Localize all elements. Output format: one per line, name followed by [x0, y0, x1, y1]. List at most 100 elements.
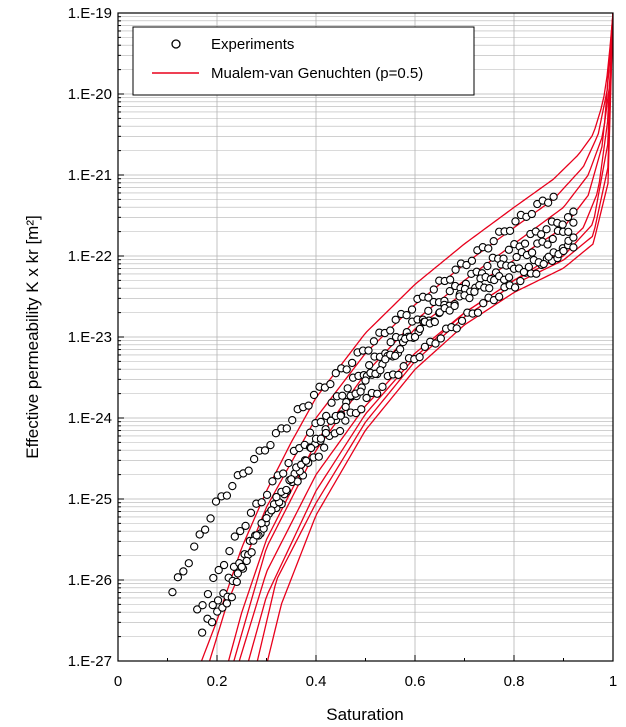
experiment-point	[282, 485, 291, 495]
experiment-point	[327, 398, 336, 407]
experiment-point	[195, 530, 204, 539]
experiment-point	[173, 573, 183, 582]
experiment-point	[543, 240, 552, 249]
experiment-point	[362, 393, 371, 403]
experiment-point	[343, 384, 352, 393]
experiment-point	[326, 379, 335, 389]
experiment-point	[168, 588, 177, 597]
experiment-point	[452, 324, 461, 333]
experiment-point	[504, 245, 514, 254]
experiment-point	[309, 390, 319, 400]
experiment-point	[424, 293, 433, 302]
model-curves	[200, 13, 613, 661]
model-curve	[256, 13, 613, 661]
y-tick-label: 1.E-20	[68, 86, 112, 103]
experiment-point	[319, 443, 329, 452]
experiment-point	[527, 248, 537, 257]
experiment-point	[266, 440, 275, 450]
experiment-point	[373, 389, 382, 398]
experiment-point	[532, 269, 541, 278]
y-axis-title: Effective permeability K x kr [m²]	[23, 215, 42, 458]
legend-marker-experiments	[171, 39, 181, 49]
experiment-point	[306, 443, 316, 453]
experiment-point	[386, 326, 395, 335]
experiment-point	[179, 567, 188, 576]
experiment-point	[407, 305, 417, 314]
experiment-point	[314, 452, 323, 461]
experiment-point	[331, 369, 340, 378]
experiment-point	[462, 260, 471, 270]
y-tick-label: 1.E-23	[68, 329, 112, 346]
grid-lines	[118, 13, 613, 661]
experiment-point	[378, 382, 387, 391]
experiment-point	[395, 345, 405, 354]
y-tick-label: 1.E-22	[68, 248, 112, 265]
experiment-point	[246, 508, 256, 517]
axis-ticks	[117, 12, 614, 662]
experiment-point	[257, 498, 266, 507]
experiment-point	[361, 376, 370, 385]
experiment-point	[304, 401, 313, 410]
experiment-point	[365, 361, 374, 370]
experiment-point	[564, 227, 573, 236]
experiment-point	[341, 402, 350, 412]
experiment-point	[544, 198, 553, 207]
experiment-point	[279, 469, 288, 478]
experiment-point	[369, 337, 379, 346]
experiment-point	[516, 276, 525, 286]
legend-label-experiments: Experiments	[211, 36, 294, 53]
experiment-point	[479, 299, 488, 308]
experiment-point	[465, 293, 474, 303]
experiment-point	[341, 416, 350, 425]
experiment-point	[420, 342, 430, 352]
experiment-point	[402, 311, 411, 320]
experiment-point	[548, 234, 557, 244]
experiment-point	[445, 306, 454, 315]
legend-label-model: Mualem-van Genuchten (p=0.5)	[211, 65, 423, 82]
experiment-point	[316, 434, 326, 443]
experiment-point	[247, 548, 256, 557]
y-tick-label: 1.E-25	[68, 491, 112, 508]
experiment-point	[198, 601, 207, 610]
experiment-point	[415, 352, 424, 362]
x-tick-label: 0.4	[306, 673, 327, 690]
experiment-point	[494, 292, 504, 301]
experiment-point	[262, 513, 271, 523]
experiment-point	[436, 334, 445, 343]
x-tick-label: 1	[609, 673, 617, 690]
experiment-point	[262, 490, 272, 499]
experiment-point	[242, 556, 251, 566]
y-tick-label: 1.E-21	[68, 167, 112, 184]
experiment-point	[244, 466, 253, 475]
experiment-point	[431, 339, 440, 348]
experiment-point	[316, 417, 325, 427]
experiment-point	[342, 365, 351, 374]
experiment-point	[252, 531, 261, 540]
experiment-point	[558, 220, 567, 229]
experiment-point	[559, 246, 568, 256]
experiment-point	[450, 301, 459, 311]
experiment-point	[208, 600, 217, 610]
experiment-point	[227, 593, 236, 602]
experiment-point	[268, 477, 277, 486]
experiment-point	[206, 514, 215, 523]
x-axis-title: Saturation	[326, 705, 404, 724]
experiment-point	[213, 596, 223, 605]
experiment-point	[219, 560, 229, 570]
experiment-point	[549, 192, 558, 201]
experiment-point	[473, 308, 483, 317]
experiment-point	[489, 236, 498, 246]
legend-box	[132, 26, 475, 96]
experiment-point	[391, 351, 400, 360]
experiment-point	[282, 424, 291, 433]
experiment-point	[539, 259, 548, 269]
experiment-point	[241, 521, 250, 531]
experiment-point	[326, 416, 335, 426]
experiment-point	[542, 225, 551, 234]
experiment-point	[524, 262, 533, 272]
experiment-point	[376, 366, 385, 375]
experiment-point	[249, 454, 259, 464]
experiment-point	[228, 481, 237, 491]
experiment-point	[445, 286, 454, 296]
